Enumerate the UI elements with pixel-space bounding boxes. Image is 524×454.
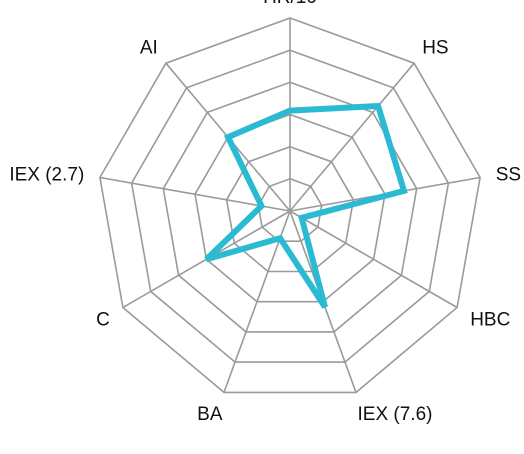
axis-labels: HR/10 HS SS HBC IEX (7.6) BA C IEX (2.7) AI: [9, 0, 521, 425]
spoke-1: [289, 62, 415, 212]
axis-label-3: HBC: [470, 310, 510, 331]
grid-ring-2: [225, 145, 355, 273]
grid-ring-3: [194, 113, 386, 303]
grid-ring-1: [257, 177, 323, 242]
series-line-0: [204, 102, 408, 309]
grid-ring-6: [99, 17, 481, 394]
axis-label-2: SS: [496, 165, 521, 186]
axis-label-7: IEX (2.7): [9, 165, 84, 186]
axis-label-5: BA: [197, 404, 223, 425]
spoke-3: [289, 210, 458, 309]
axis-label-8: AI: [140, 37, 158, 58]
axis-label-1: HS: [422, 37, 448, 58]
axis-label-0: HR/10: [263, 0, 317, 8]
axis-label-6: C: [96, 310, 110, 331]
radar-series: [204, 102, 408, 309]
axis-label-4: IEX (7.6): [358, 404, 433, 425]
grid-ring-5: [130, 49, 450, 363]
